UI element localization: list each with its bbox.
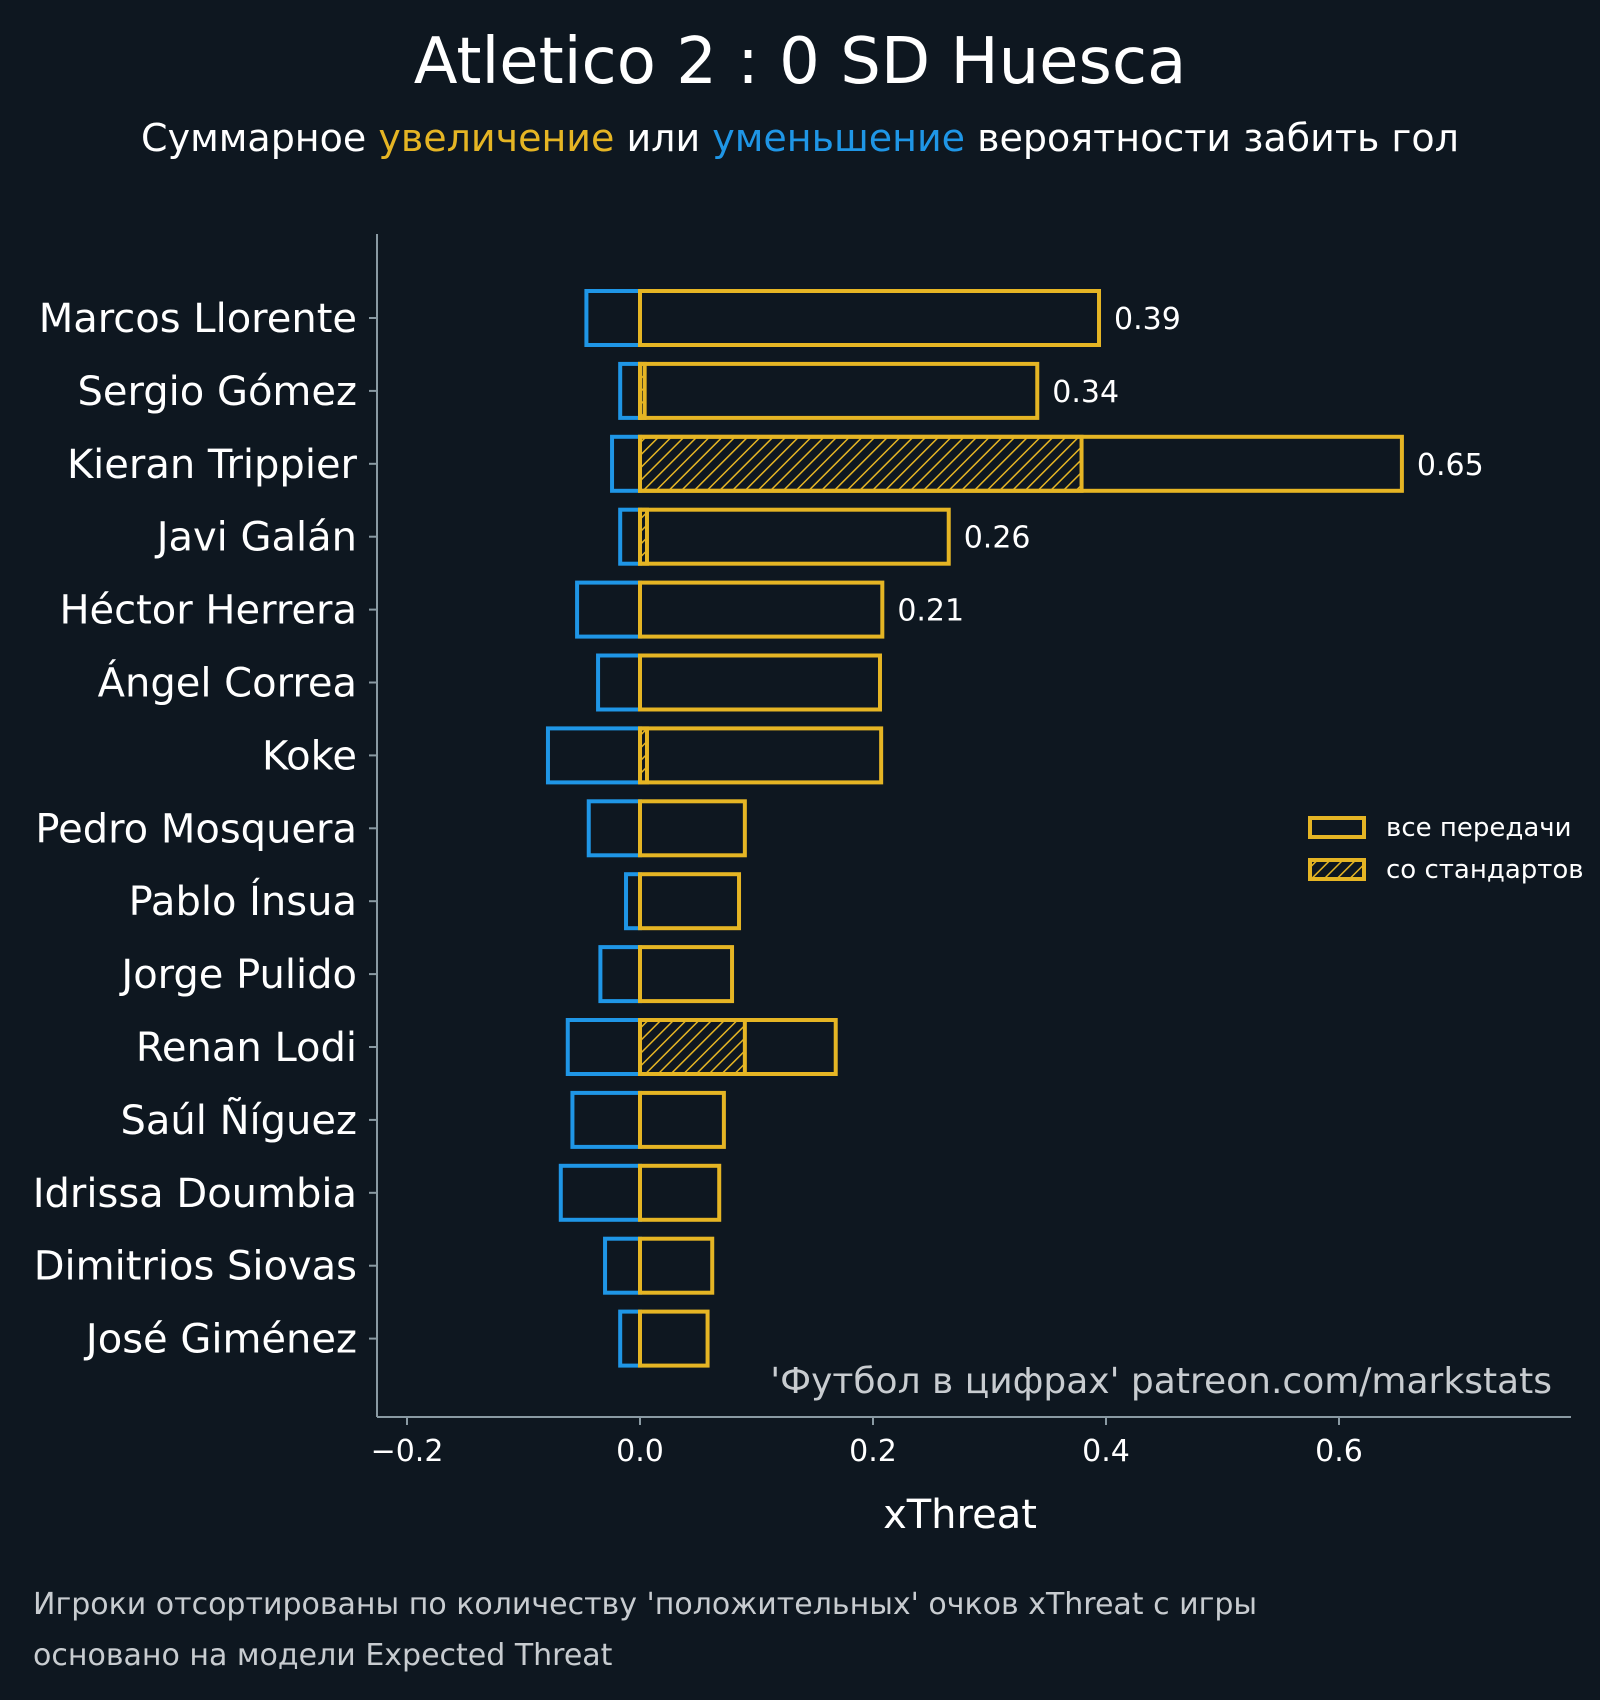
subtitle-part-3: вероятности забить гол (965, 116, 1459, 160)
y-tick-label: Renan Lodi (136, 1025, 357, 1071)
x-tick-label: 0.0 (616, 1434, 664, 1469)
bar-negative (570, 1090, 642, 1149)
subtitle-negative: уменьшение (712, 116, 965, 160)
bar-negative (610, 434, 642, 493)
bar-negative (618, 361, 643, 420)
value-label: 0.39 (1114, 302, 1181, 337)
bar-all-passes (638, 872, 742, 931)
x-axis-label: xThreat (883, 1492, 1037, 1538)
bar-set-pieces (638, 1018, 747, 1076)
bar-negative (598, 945, 643, 1004)
x-tick-label: 0.4 (1082, 1434, 1130, 1469)
chart-subtitle: Суммарное увеличение или уменьшение веро… (141, 116, 1459, 160)
y-axis-ticks: Marcos Llorente Sergio Gómez Kieran Trippi… (33, 296, 377, 1363)
y-tick-label: José Giménez (83, 1317, 357, 1363)
x-axis-ticks: −0.2 0.0 0.2 0.4 0.6 (371, 1417, 1363, 1469)
bar-all-passes (638, 1236, 715, 1295)
legend-label-set-pieces: со стандартов (1386, 855, 1584, 885)
footer-note-1: Игроки отсортированы по количеству 'поло… (33, 1587, 1257, 1622)
legend: все передачи со стандартов (1308, 813, 1584, 885)
y-tick-label: Ángel Correa (98, 659, 357, 707)
positive-bars (638, 289, 1404, 1368)
y-tick-label: Pablo Ínsua (129, 877, 357, 925)
bar-all-passes (638, 945, 735, 1004)
bar-negative (618, 507, 643, 566)
value-labels: 0.39 0.34 0.65 0.26 0.21 (897, 302, 1483, 629)
legend-swatch-set-pieces (1308, 858, 1366, 881)
bar-all-passes (638, 726, 884, 785)
y-tick-label: Marcos Llorente (39, 296, 357, 342)
bar-all-passes (638, 434, 1404, 493)
bar-negative (575, 580, 643, 639)
y-tick-label: Kieran Trippier (67, 442, 358, 488)
y-tick-label: Javi Galán (154, 515, 357, 561)
subtitle-part-2: или (614, 116, 712, 160)
footer-note-2: основано на модели Expected Threat (33, 1638, 613, 1673)
y-tick-label: Jorge Pulido (118, 952, 357, 998)
legend-swatch-all (1308, 816, 1366, 839)
bar-all-passes (638, 1163, 722, 1222)
bar-set-pieces (638, 434, 1084, 493)
x-tick-label: 0.6 (1315, 1434, 1363, 1469)
bar-negative (586, 799, 642, 858)
bar-all-passes (638, 653, 882, 712)
bar-negative (624, 872, 643, 931)
x-tick-label: −0.2 (371, 1434, 444, 1469)
chart-title: Atletico 2 : 0 SD Huesca (414, 25, 1187, 99)
bar-negative (596, 653, 642, 712)
y-tick-label: Pedro Mosquera (35, 806, 357, 852)
value-label: 0.65 (1417, 448, 1484, 483)
y-tick-label: Dimitrios Siovas (34, 1244, 357, 1290)
value-label: 0.34 (1052, 375, 1119, 410)
y-tick-label: Koke (262, 733, 357, 779)
bar-negative (603, 1236, 642, 1295)
bar-all-passes (638, 1309, 710, 1368)
bar-all-passes (638, 361, 1040, 420)
y-tick-label: Sergio Gómez (78, 369, 357, 415)
y-tick-label: Héctor Herrera (59, 588, 357, 634)
bar-negative (558, 1163, 643, 1222)
bar-all-passes (638, 1090, 726, 1149)
bar-all-passes (638, 1018, 838, 1076)
x-tick-label: 0.2 (849, 1434, 897, 1469)
value-label: 0.26 (964, 521, 1031, 556)
subtitle-positive: увеличение (378, 116, 614, 160)
bar-negative (545, 726, 643, 785)
negative-bars (545, 289, 643, 1368)
y-tick-label: Idrissa Doumbia (33, 1171, 357, 1217)
bar-negative (584, 289, 642, 347)
y-tick-label: Saúl Ñíguez (121, 1096, 357, 1144)
watermark: 'Футбол в цифрах' patreon.com/markstats (770, 1361, 1552, 1402)
bar-all-passes (638, 289, 1102, 347)
bar-negative (618, 1309, 643, 1368)
bar-all-passes (638, 507, 951, 566)
legend-label-all: все передачи (1386, 813, 1572, 843)
subtitle-part-1: Суммарное (141, 116, 378, 160)
value-label: 0.21 (897, 594, 964, 629)
bar-all-passes (638, 580, 885, 639)
set-piece-bars (638, 361, 1084, 1076)
bar-negative (565, 1018, 643, 1076)
bar-all-passes (638, 799, 747, 858)
